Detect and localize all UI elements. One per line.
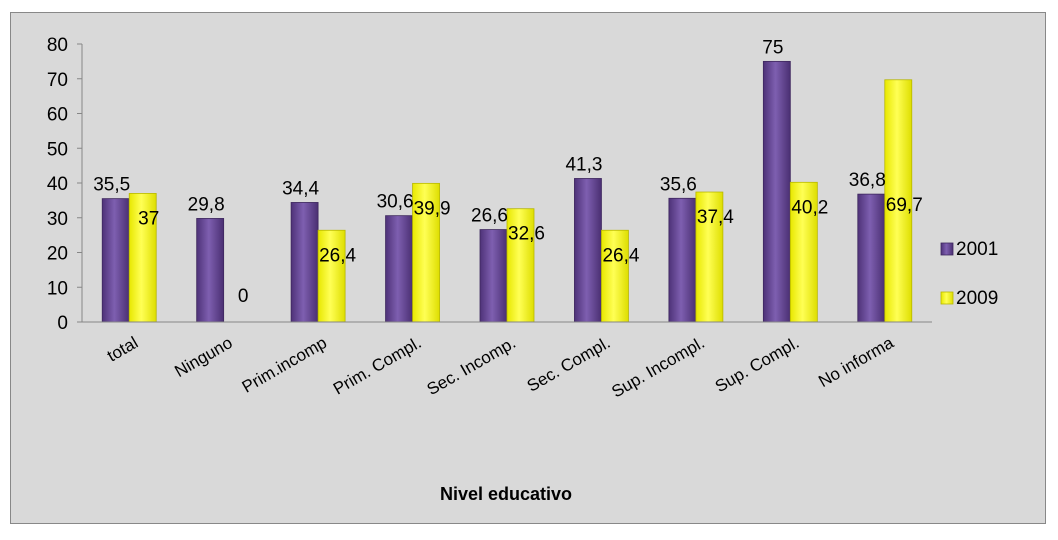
bar-2001-8 <box>762 60 791 323</box>
x-axis-ticks: total Ninguno Prim.incomp Prim. Compl. Sec. … <box>104 333 897 402</box>
y-tick-label: 20 <box>47 244 68 265</box>
bar-2001-9 <box>857 193 886 323</box>
x-tick-label: No informa <box>815 333 897 391</box>
data-label-2009: 32,6 <box>508 224 545 245</box>
data-label-2009: 37 <box>138 208 159 229</box>
bar-2001-2 <box>196 218 225 323</box>
legend-swatch-2009 <box>940 291 954 305</box>
legend-label-2009: 2009 <box>956 288 998 309</box>
x-tick-label: Prim.incomp <box>239 333 330 397</box>
legend: 2001 2009 <box>940 239 998 309</box>
legend-swatch-2001 <box>940 242 954 256</box>
data-label-2009: 26,4 <box>319 245 356 266</box>
data-label-2001: 36,8 <box>849 170 886 191</box>
x-tick-label: Ninguno <box>171 333 235 381</box>
y-tick-label: 30 <box>47 209 68 230</box>
bar-2009-3 <box>317 229 346 323</box>
bar-2009-5 <box>506 208 535 323</box>
bar-2001-6 <box>574 178 602 323</box>
data-label-2009: 26,4 <box>602 245 639 266</box>
x-tick-label: Sup. Compl. <box>712 333 803 396</box>
data-label-2001: 75 <box>762 37 783 58</box>
x-tick-label: Sec. Incomp. <box>424 333 519 399</box>
data-label-2001: 34,4 <box>282 178 319 199</box>
y-axis-ticks: 0 10 20 30 40 50 60 70 80 <box>47 35 82 334</box>
y-tick-label: 0 <box>57 313 68 334</box>
x-tick-label: Sup. Incompl. <box>608 333 708 401</box>
bar-2001-1 <box>101 198 130 323</box>
data-label-2001: 29,8 <box>188 194 225 215</box>
data-label-2001: 35,5 <box>93 175 130 196</box>
x-tick-label: Prim. Compl. <box>330 333 425 399</box>
bar-2009-8 <box>789 181 818 323</box>
data-label-2001: 26,6 <box>471 206 508 227</box>
x-tick-label: Sec. Compl. <box>524 333 614 396</box>
data-labels: 35,5 37 29,8 0 34,4 26,4 30,6 39,9 26,632,6 41,3 2… <box>93 37 923 307</box>
bar-2001-4 <box>385 215 413 323</box>
x-tick-label: total <box>104 333 141 366</box>
data-label-2001: 35,6 <box>660 174 697 195</box>
y-tick-label: 10 <box>47 278 68 299</box>
data-label-2001: 41,3 <box>565 154 602 175</box>
bar-2009-1 <box>128 193 157 323</box>
y-tick-label: 60 <box>47 105 68 126</box>
data-label-2009: 69,7 <box>886 195 923 216</box>
x-axis-title: Nivel educativo <box>440 484 572 504</box>
data-label-2001: 30,6 <box>377 192 414 213</box>
y-tick-label: 40 <box>47 174 68 195</box>
bar-2001-5 <box>479 229 508 323</box>
bar-2001-7 <box>668 197 697 323</box>
data-label-2009: 37,4 <box>697 207 734 228</box>
legend-label-2001: 2001 <box>956 239 998 260</box>
bars <box>101 60 913 323</box>
bar-2009-6 <box>601 229 629 323</box>
data-label-2009: 0 <box>238 286 249 307</box>
bar-2009-9 <box>884 79 913 323</box>
data-label-2009: 40,2 <box>791 197 828 218</box>
y-tick-label: 70 <box>47 70 68 91</box>
y-tick-label: 80 <box>47 35 68 56</box>
y-tick-label: 50 <box>47 139 68 160</box>
bar-2001-3 <box>290 202 319 323</box>
data-label-2009: 39,9 <box>414 198 451 219</box>
bar-2009-4 <box>412 182 440 323</box>
